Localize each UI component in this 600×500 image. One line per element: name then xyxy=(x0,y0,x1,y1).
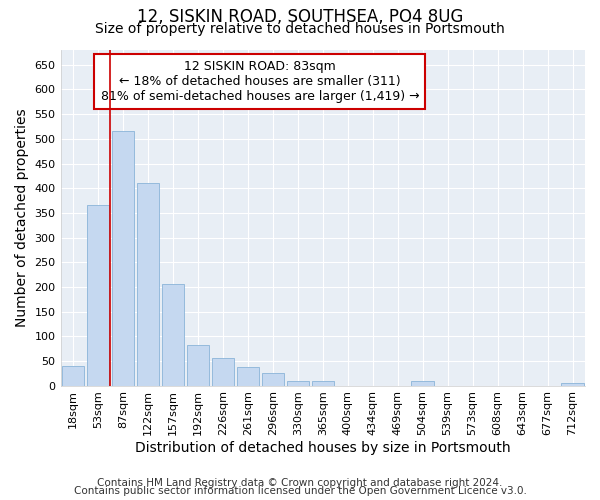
Bar xyxy=(187,344,209,386)
Text: Contains public sector information licensed under the Open Government Licence v3: Contains public sector information licen… xyxy=(74,486,526,496)
Bar xyxy=(161,284,184,386)
Text: Size of property relative to detached houses in Portsmouth: Size of property relative to detached ho… xyxy=(95,22,505,36)
Bar xyxy=(561,383,584,386)
Bar xyxy=(112,132,134,386)
Bar xyxy=(212,358,234,386)
X-axis label: Distribution of detached houses by size in Portsmouth: Distribution of detached houses by size … xyxy=(135,441,511,455)
Bar xyxy=(412,380,434,386)
Bar xyxy=(311,381,334,386)
Text: 12 SISKIN ROAD: 83sqm
← 18% of detached houses are smaller (311)
81% of semi-det: 12 SISKIN ROAD: 83sqm ← 18% of detached … xyxy=(101,60,419,103)
Bar xyxy=(287,380,309,386)
Bar xyxy=(87,206,109,386)
Text: Contains HM Land Registry data © Crown copyright and database right 2024.: Contains HM Land Registry data © Crown c… xyxy=(97,478,503,488)
Bar xyxy=(137,183,159,386)
Bar xyxy=(62,366,84,386)
Text: 12, SISKIN ROAD, SOUTHSEA, PO4 8UG: 12, SISKIN ROAD, SOUTHSEA, PO4 8UG xyxy=(137,8,463,26)
Y-axis label: Number of detached properties: Number of detached properties xyxy=(15,108,29,327)
Bar xyxy=(262,373,284,386)
Bar xyxy=(236,367,259,386)
